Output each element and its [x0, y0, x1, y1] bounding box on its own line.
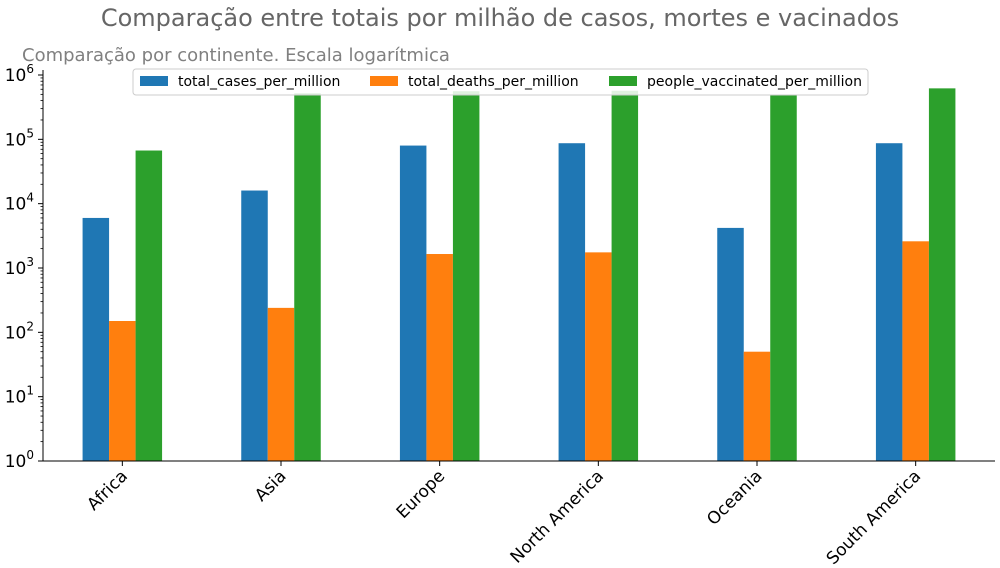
y-tick-label: 101: [5, 384, 34, 408]
y-tick-label: 104: [5, 191, 34, 215]
y-tick-label: 106: [5, 62, 34, 86]
bar-total-cases-per-million-asia: [241, 190, 268, 461]
y-tick-label: 100: [5, 448, 34, 472]
chart-subtitle: Comparação por continente. Escala logarí…: [22, 45, 450, 66]
x-tick-label: Oceania: [703, 466, 766, 529]
legend-label: total_cases_per_million: [178, 74, 340, 90]
bar-total-cases-per-million-north-america: [558, 143, 586, 461]
legend-swatch: [140, 76, 168, 86]
legend-label: people_vaccinated_per_million: [647, 74, 862, 90]
x-tick-label: North America: [507, 466, 608, 567]
bar-people-vaccinated-per-million-north-america: [611, 90, 639, 462]
bar-total-deaths-per-million-africa: [109, 321, 136, 461]
bar-people-vaccinated-per-million-africa: [135, 150, 163, 461]
legend: total_cases_per_million total_deaths_per_…: [132, 68, 869, 96]
y-tick-label: 103: [5, 255, 34, 279]
bar-total-deaths-per-million-south-america: [902, 241, 929, 461]
bar-people-vaccinated-per-million-oceania: [770, 94, 797, 462]
chart-title: Comparação entre totais por milhão de ca…: [101, 4, 899, 32]
bar-total-cases-per-million-oceania: [717, 227, 744, 461]
bar-people-vaccinated-per-million-south-america: [928, 88, 956, 462]
bar-total-deaths-per-million-north-america: [585, 252, 612, 461]
bar-total-cases-per-million-africa: [82, 217, 110, 461]
x-tick-label: South America: [823, 466, 925, 568]
bars-layer: [82, 88, 956, 462]
legend-swatch: [370, 76, 398, 86]
bar-people-vaccinated-per-million-europe: [452, 91, 480, 461]
x-tick-label: Asia: [251, 466, 290, 505]
bar-total-deaths-per-million-europe: [426, 254, 453, 461]
legend-frame: [132, 68, 869, 96]
legend-swatch: [609, 76, 637, 86]
y-tick-label: 102: [5, 319, 34, 343]
x-tick-label: Africa: [83, 466, 131, 514]
bar-total-deaths-per-million-oceania: [743, 351, 771, 461]
legend-label: total_deaths_per_million: [408, 74, 579, 90]
bar-people-vaccinated-per-million-asia: [294, 93, 321, 462]
x-ticks: Africa Asia Europe North America Oceania Sout…: [83, 461, 925, 568]
bar-total-deaths-per-million-asia: [267, 307, 295, 461]
axes-layer: [42, 70, 995, 462]
bar-total-cases-per-million-south-america: [875, 143, 903, 461]
y-ticks: 100 101 102 103 104 105 106: [5, 62, 43, 472]
bar-total-cases-per-million-europe: [399, 145, 427, 461]
x-tick-label: Europe: [393, 466, 449, 522]
y-tick-label: 105: [5, 126, 34, 150]
